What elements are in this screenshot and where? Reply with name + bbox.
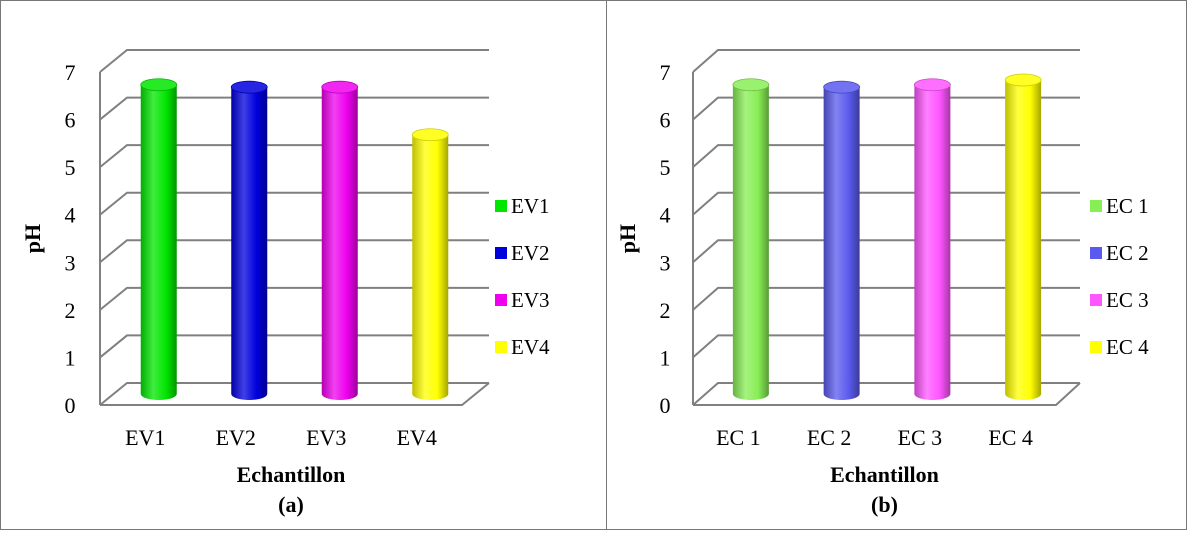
legend-swatch bbox=[495, 200, 507, 212]
y-axis-title: pH bbox=[20, 224, 45, 253]
legend-label: EV2 bbox=[511, 241, 550, 265]
bar-top bbox=[913, 78, 951, 92]
bar-body bbox=[140, 84, 177, 401]
y-tick-label: 5 bbox=[660, 155, 671, 180]
floor-edge bbox=[693, 382, 1081, 406]
bar-top bbox=[1004, 73, 1042, 87]
x-tick-label: EV2 bbox=[216, 425, 256, 450]
bar-body bbox=[1005, 80, 1042, 401]
legend-label: EV4 bbox=[511, 335, 550, 359]
legend-label: EC 4 bbox=[1106, 335, 1149, 359]
bar-ec3 bbox=[913, 78, 951, 401]
y-tick-label: 2 bbox=[660, 298, 671, 323]
legend-swatch bbox=[495, 247, 507, 259]
y-tick-label: 6 bbox=[660, 108, 671, 133]
bar-top bbox=[230, 80, 268, 94]
chart-panel-a: 0 1 2 3 4 5 6 7 pH EV1 EV2 EV3 EV4 Echantillon (a) EV1 E… bbox=[20, 49, 550, 517]
y-axis-title: pH bbox=[615, 224, 640, 253]
gridline bbox=[692, 144, 1080, 168]
legend-swatch bbox=[1090, 294, 1102, 306]
gridline bbox=[692, 49, 1080, 73]
gridline bbox=[99, 334, 489, 359]
bar-ec1 bbox=[732, 78, 770, 401]
gridline bbox=[99, 191, 489, 216]
legend-label: EV1 bbox=[511, 194, 550, 218]
gridline bbox=[99, 286, 489, 311]
y-tick-label: 7 bbox=[65, 60, 76, 85]
legend-swatch bbox=[495, 341, 507, 353]
gridline bbox=[692, 286, 1080, 311]
gridline bbox=[99, 144, 489, 168]
y-tick-label: 7 bbox=[660, 60, 671, 85]
legend-swatch bbox=[495, 294, 507, 306]
x-axis-title: Echantillon bbox=[237, 462, 346, 487]
panel-caption: (a) bbox=[278, 492, 304, 517]
gridline bbox=[99, 96, 489, 121]
legend-swatch bbox=[1090, 341, 1102, 353]
y-tick-label: 2 bbox=[65, 298, 76, 323]
y-tick-label: 6 bbox=[65, 108, 76, 133]
bar-body bbox=[914, 84, 951, 401]
panel-caption: (b) bbox=[871, 492, 898, 517]
panel-border-left bbox=[0, 0, 607, 530]
bar-body bbox=[231, 87, 268, 401]
legend-label: EC 3 bbox=[1106, 288, 1149, 312]
bar-ev2 bbox=[230, 80, 268, 401]
bar-body bbox=[823, 87, 860, 401]
bar-ec4 bbox=[1004, 73, 1042, 401]
bar-ev1 bbox=[140, 78, 178, 401]
legend-label: EV3 bbox=[511, 288, 550, 312]
x-tick-label: EC 2 bbox=[807, 425, 852, 450]
y-tick-label: 5 bbox=[65, 155, 76, 180]
gridline bbox=[99, 239, 489, 264]
y-tick-label: 0 bbox=[65, 393, 76, 418]
x-tick-label: EC 3 bbox=[898, 425, 943, 450]
legend-swatch bbox=[1090, 200, 1102, 212]
bar-top bbox=[140, 78, 178, 92]
gridline bbox=[99, 382, 489, 406]
y-tick-label: 1 bbox=[65, 345, 76, 370]
y-tick-label: 3 bbox=[65, 250, 76, 275]
bar-top bbox=[732, 78, 770, 92]
legend-label: EC 2 bbox=[1106, 241, 1149, 265]
x-tick-label: EC 1 bbox=[716, 425, 761, 450]
gridline bbox=[99, 49, 489, 73]
y-tick-label: 1 bbox=[660, 345, 671, 370]
bar-body bbox=[321, 87, 358, 401]
gridline bbox=[692, 382, 1080, 406]
bar-top bbox=[411, 128, 449, 142]
bar-ev3 bbox=[321, 80, 359, 401]
gridline bbox=[692, 239, 1080, 264]
y-tick-label: 4 bbox=[65, 203, 76, 228]
x-tick-label: EC 4 bbox=[988, 425, 1033, 450]
y-tick-label: 0 bbox=[660, 393, 671, 418]
chart-panel-b: 0 1 2 3 4 5 6 7 pH EC 1 EC 2 EC 3 EC 4 Echantillon (b)… bbox=[615, 49, 1149, 517]
x-axis-title: Echantillon bbox=[830, 462, 939, 487]
x-tick-label: EV4 bbox=[397, 425, 437, 450]
bar-top bbox=[321, 80, 359, 94]
gridline bbox=[692, 96, 1080, 121]
y-tick-label: 4 bbox=[660, 203, 671, 228]
bar-ev4 bbox=[411, 128, 449, 401]
x-tick-label: EV3 bbox=[306, 425, 346, 450]
y-tick-label: 3 bbox=[660, 250, 671, 275]
gridline bbox=[692, 191, 1080, 216]
x-tick-label: EV1 bbox=[125, 425, 165, 450]
bar-body bbox=[732, 84, 769, 401]
gridline bbox=[692, 334, 1080, 359]
legend-swatch bbox=[1090, 247, 1102, 259]
legend-label: EC 1 bbox=[1106, 194, 1149, 218]
bar-ec2 bbox=[823, 80, 861, 401]
floor-edge bbox=[100, 382, 490, 406]
bar-top bbox=[823, 80, 861, 94]
bar-body bbox=[412, 134, 449, 401]
